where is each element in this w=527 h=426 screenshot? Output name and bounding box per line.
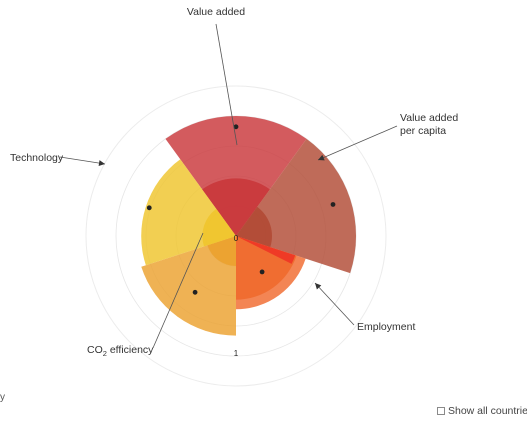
label-co2-efficiency: CO2 efficiency xyxy=(87,344,154,358)
leader-value-added-per-capita xyxy=(317,125,398,161)
label-technology: Technology xyxy=(10,152,64,164)
label-employment: Employment xyxy=(357,321,415,333)
tick-label-1: 1 xyxy=(234,349,239,358)
leader-value-added-per-capita-arrowhead xyxy=(318,154,325,161)
label-co2-prefix: CO xyxy=(87,344,103,356)
checkbox-icon[interactable] xyxy=(437,407,445,415)
leader-value-added xyxy=(215,23,238,146)
leader-technology xyxy=(59,156,106,165)
leader-technology-arrowhead xyxy=(98,160,105,167)
marker-value-added xyxy=(233,124,239,130)
marker-technology xyxy=(146,205,152,211)
label-value-added-per-capita-line2: per capita xyxy=(400,125,446,137)
show-all-countries-toggle[interactable]: Show all countries xyxy=(437,405,527,417)
cut-off-text: y xyxy=(0,392,5,403)
sector-group-value-added xyxy=(165,116,307,236)
sector-group-value-added-per-capita xyxy=(236,138,357,274)
leader-co2-efficiency xyxy=(152,232,204,349)
show-all-countries-label: Show all countries xyxy=(448,405,527,417)
marker-co2-efficiency xyxy=(192,289,198,295)
label-value-added-per-capita-line1: Value added xyxy=(400,112,458,124)
leader-employment-arrowhead xyxy=(315,283,322,290)
sector-outer-value-added xyxy=(165,116,307,236)
sector-inner-co2-efficiency xyxy=(207,236,236,266)
sector-highlight-employment xyxy=(236,236,296,264)
label-co2-suffix: efficiency xyxy=(107,344,154,356)
sector-layer xyxy=(141,116,357,336)
label-co2-subscript: 2 xyxy=(103,349,107,358)
label-value-added: Value added xyxy=(187,6,245,18)
leader-employment xyxy=(314,282,355,326)
sector-inner-value-added xyxy=(202,178,270,236)
sector-group-co2-efficiency xyxy=(141,236,236,336)
grid-circle-outer xyxy=(85,85,387,387)
marker-layer xyxy=(59,23,398,349)
marker-value-added-per-capita xyxy=(330,202,336,207)
sector-outer-co2-efficiency xyxy=(141,236,236,336)
sector-inner-value-added-per-capita xyxy=(236,206,272,248)
marker-employment xyxy=(259,269,265,275)
sector-inner-technology xyxy=(202,208,236,247)
tick-label-0: 0 xyxy=(234,234,239,243)
sector-group-technology xyxy=(141,159,236,266)
